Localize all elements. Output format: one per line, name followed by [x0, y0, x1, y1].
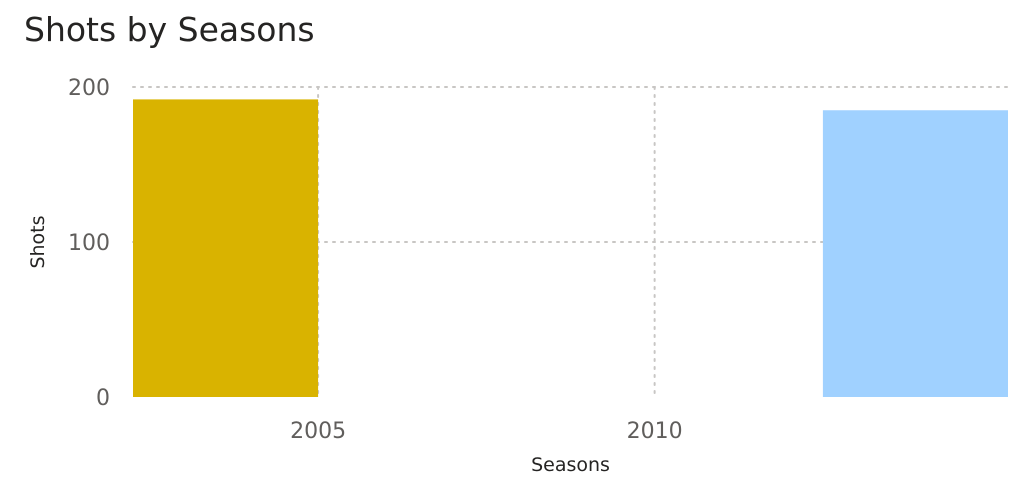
bars [133, 99, 1008, 398]
y-tick-label: 200 [68, 76, 110, 101]
y-tick-label: 0 [96, 386, 110, 411]
x-tick-label: 2005 [290, 419, 346, 444]
axes: 0 100 200 2005 2010 [68, 76, 683, 444]
chart-title: Shots by Seasons [24, 10, 315, 49]
y-axis-title: Shots [27, 215, 49, 268]
x-axis-title: Seasons [531, 454, 610, 476]
y-tick-label: 100 [68, 231, 110, 256]
bar[interactable] [133, 99, 319, 398]
bar[interactable] [822, 110, 1008, 397]
x-tick-label: 2010 [627, 419, 683, 444]
